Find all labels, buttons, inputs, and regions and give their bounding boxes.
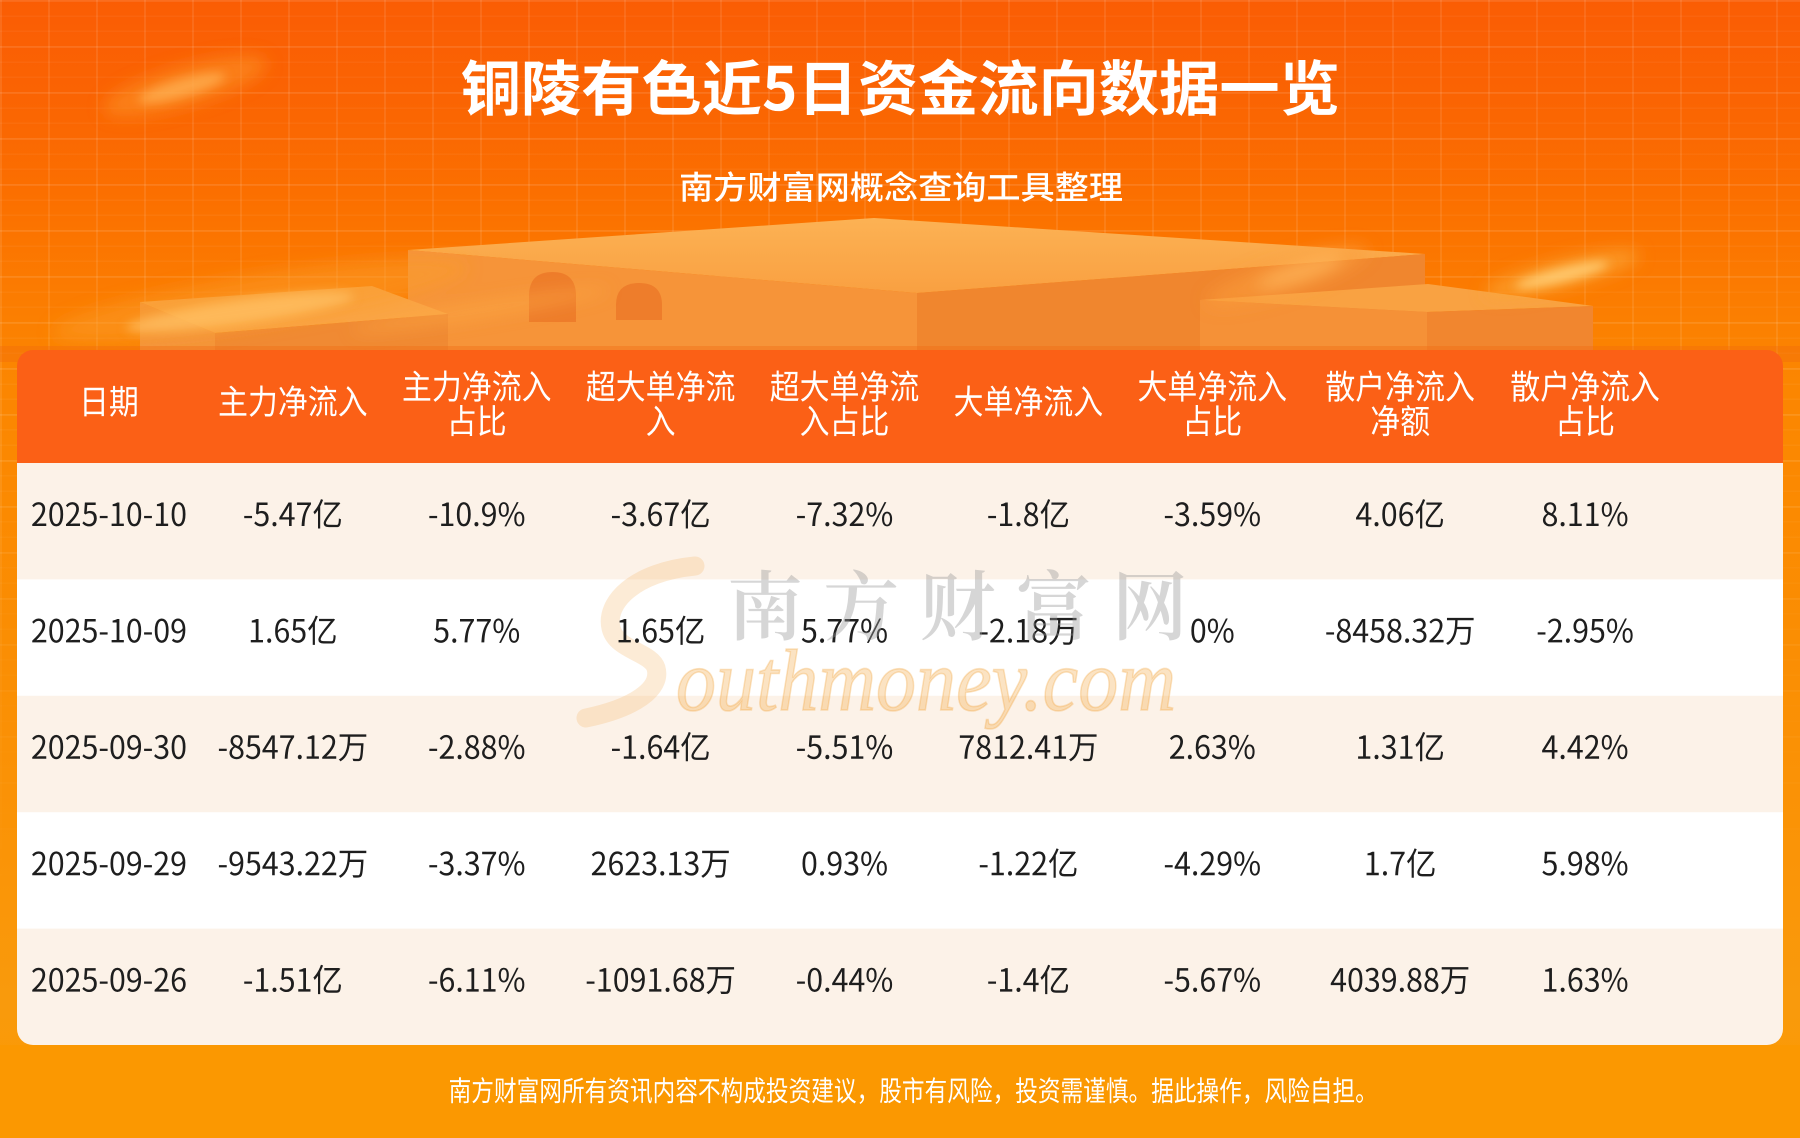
svg-text:outhmoney.com: outhmoney.com xyxy=(676,633,1176,730)
